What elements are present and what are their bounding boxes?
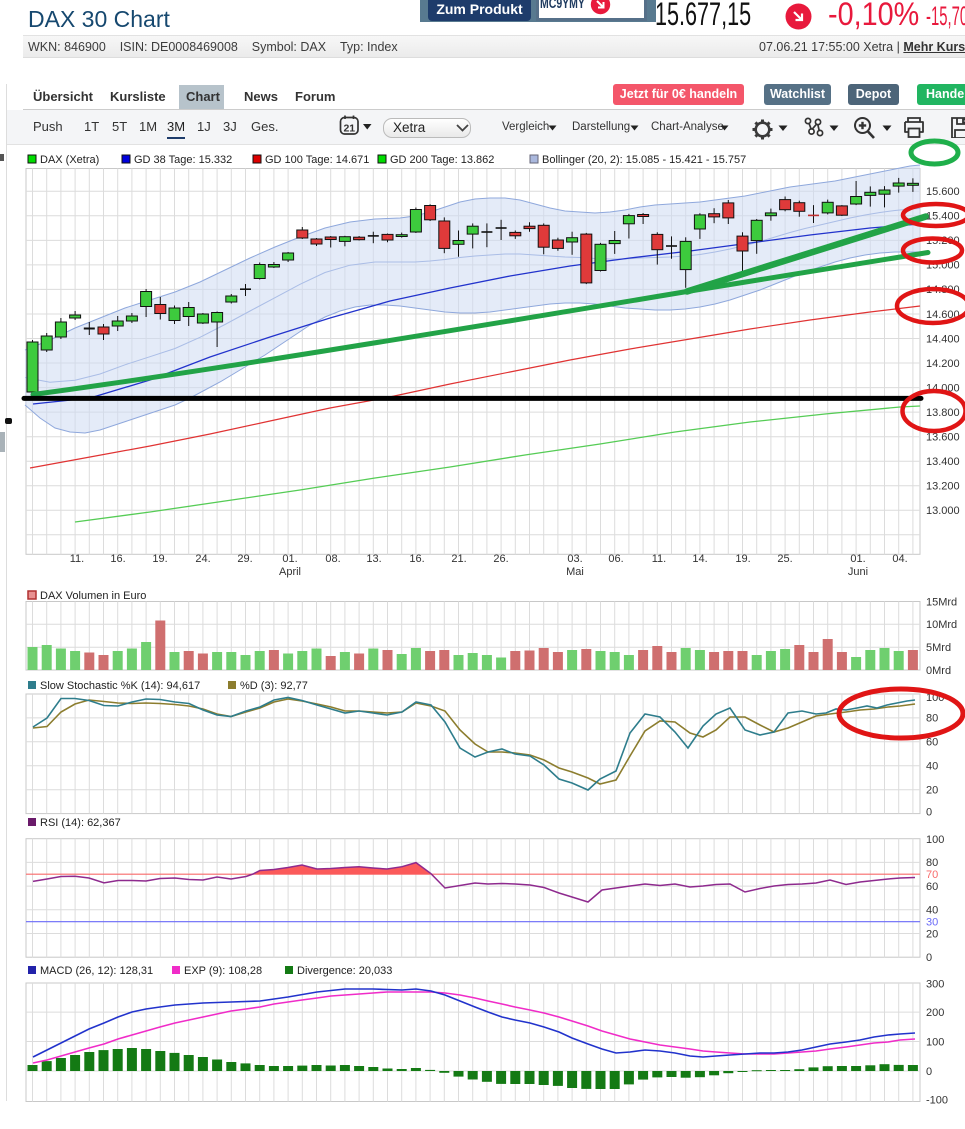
svg-text:03.: 03. [567, 553, 582, 565]
svg-text:100: 100 [926, 834, 944, 846]
svg-text:April: April [279, 566, 301, 578]
svg-text:RSI (14): 62,367: RSI (14): 62,367 [40, 817, 121, 829]
svg-text:26.: 26. [493, 553, 508, 565]
svg-text:14.400: 14.400 [926, 333, 960, 345]
svg-text:80: 80 [926, 713, 938, 725]
svg-text:Juni: Juni [848, 566, 868, 578]
svg-text:04.: 04. [892, 553, 907, 565]
svg-text:20: 20 [926, 785, 938, 797]
svg-text:EXP (9): 108,28: EXP (9): 108,28 [184, 965, 262, 977]
svg-text:15.400: 15.400 [926, 211, 960, 223]
svg-text:GD 100 Tage: 14.671: GD 100 Tage: 14.671 [265, 154, 369, 166]
svg-text:10Mrd: 10Mrd [926, 619, 957, 631]
svg-text:Mai: Mai [566, 566, 584, 578]
svg-text:08.: 08. [325, 553, 340, 565]
svg-text:13.400: 13.400 [926, 456, 960, 468]
svg-text:21.: 21. [451, 553, 466, 565]
svg-text:01.: 01. [282, 553, 297, 565]
svg-text:11.: 11. [70, 553, 84, 565]
svg-text:14.600: 14.600 [926, 309, 960, 321]
svg-text:20: 20 [926, 928, 938, 940]
svg-text:Slow Stochastic %K (14): 94,61: Slow Stochastic %K (14): 94,617 [40, 680, 200, 692]
svg-text:DAX Volumen in Euro: DAX Volumen in Euro [40, 590, 146, 602]
svg-text:5Mrd: 5Mrd [926, 642, 951, 654]
svg-text:21: 21 [343, 123, 355, 135]
svg-text:15Mrd: 15Mrd [926, 596, 957, 608]
svg-text:15.600: 15.600 [926, 186, 960, 198]
svg-text:60: 60 [926, 737, 938, 749]
svg-text:40: 40 [926, 761, 938, 773]
svg-text:29.: 29. [237, 553, 252, 565]
svg-text:13.000: 13.000 [926, 505, 960, 517]
svg-text:0Mrd: 0Mrd [926, 665, 951, 677]
svg-text:GD 38 Tage: 15.332: GD 38 Tage: 15.332 [134, 154, 232, 166]
svg-text:100: 100 [926, 1036, 944, 1048]
svg-text:Divergence: 20,033: Divergence: 20,033 [297, 965, 392, 977]
svg-text:60: 60 [926, 881, 938, 893]
svg-text:MACD (26, 12): 128,31: MACD (26, 12): 128,31 [40, 965, 153, 977]
svg-text:30: 30 [926, 917, 938, 929]
svg-text:11.: 11. [652, 553, 666, 565]
svg-text:19.: 19. [152, 553, 167, 565]
svg-text:80: 80 [926, 857, 938, 869]
svg-text:0: 0 [926, 1066, 932, 1078]
svg-text:16.: 16. [409, 553, 424, 565]
svg-text:%D (3): 92,77: %D (3): 92,77 [240, 680, 308, 692]
svg-text:300: 300 [926, 978, 944, 990]
svg-text:13.: 13. [366, 553, 381, 565]
svg-text:-100: -100 [926, 1094, 948, 1106]
svg-text:01.: 01. [850, 553, 865, 565]
svg-text:13.600: 13.600 [926, 432, 960, 444]
svg-text:Bollinger (20, 2): 15.085 - 15: Bollinger (20, 2): 15.085 - 15.421 - 15.… [542, 154, 746, 166]
svg-text:25.: 25. [777, 553, 792, 565]
svg-text:14.: 14. [692, 553, 707, 565]
svg-text:DAX (Xetra): DAX (Xetra) [40, 154, 99, 166]
svg-text:13.800: 13.800 [926, 407, 960, 419]
svg-text:16.: 16. [110, 553, 125, 565]
svg-text:70: 70 [926, 869, 938, 881]
svg-text:GD 200 Tage: 13.862: GD 200 Tage: 13.862 [390, 154, 494, 166]
svg-text:0: 0 [926, 806, 932, 818]
svg-text:14.200: 14.200 [926, 358, 960, 370]
svg-text:24.: 24. [195, 553, 210, 565]
svg-text:06.: 06. [608, 553, 623, 565]
svg-text:19.: 19. [735, 553, 750, 565]
svg-text:200: 200 [926, 1007, 944, 1019]
svg-text:40: 40 [926, 905, 938, 917]
svg-text:13.200: 13.200 [926, 481, 960, 493]
svg-text:0: 0 [926, 952, 932, 964]
